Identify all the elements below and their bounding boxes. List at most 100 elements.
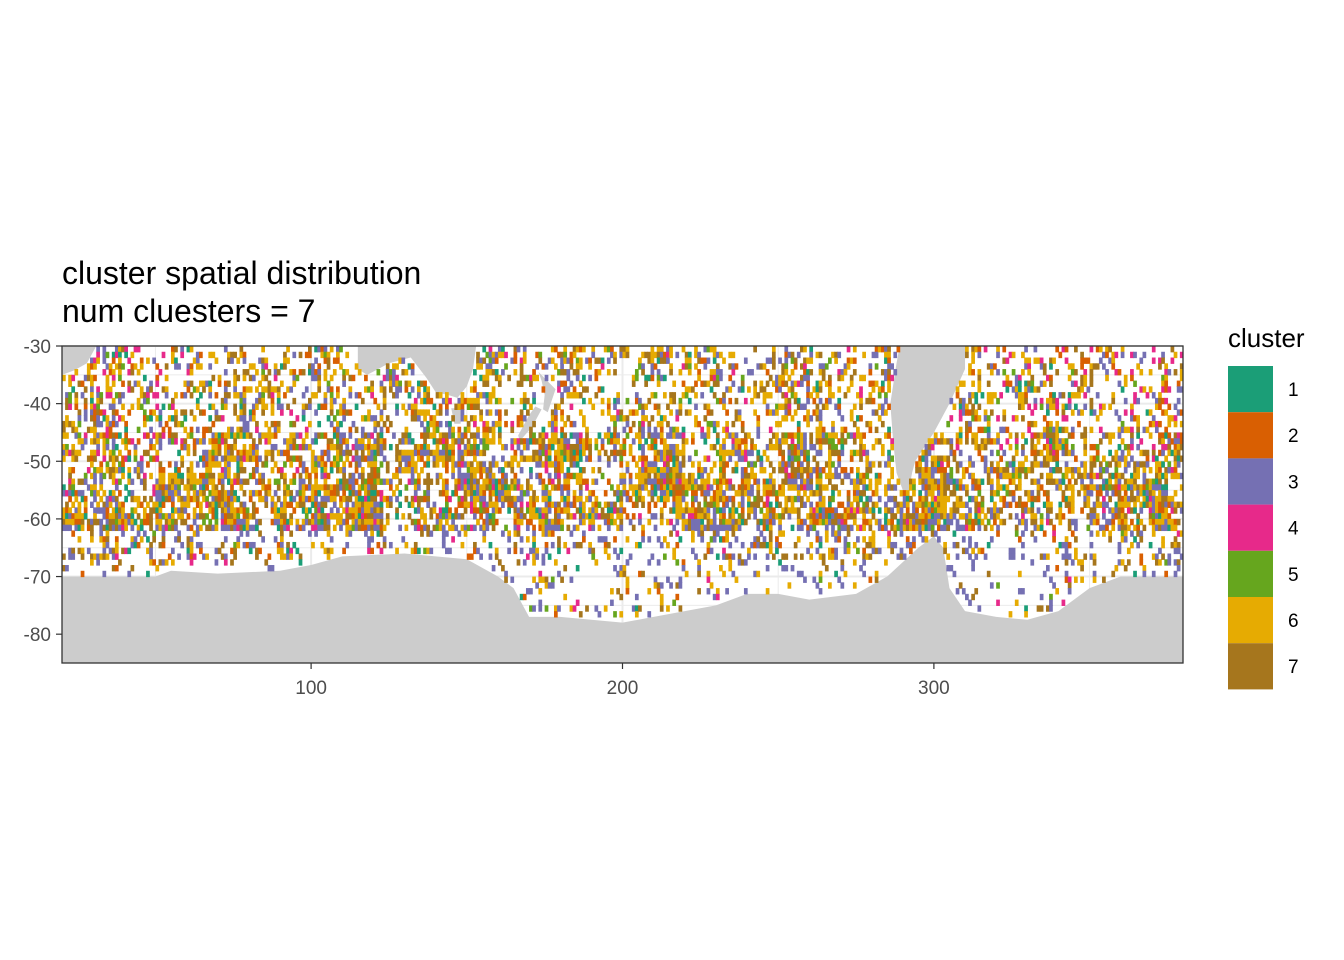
cluster-cell: [784, 409, 789, 416]
cluster-cell: [233, 409, 237, 416]
cluster-cell: [65, 420, 69, 428]
cluster-cell: [921, 501, 926, 508]
cluster-cell: [818, 397, 823, 405]
cluster-cell: [497, 351, 502, 359]
cluster-cell: [691, 507, 695, 514]
cluster-cell: [199, 484, 203, 491]
cluster-cell: [949, 513, 954, 520]
cluster-cell: [93, 490, 97, 497]
cluster-cell: [516, 346, 521, 353]
cluster-cell: [407, 461, 412, 468]
cluster-cell: [799, 403, 804, 410]
cluster-cell: [192, 495, 197, 503]
cluster-cell: [205, 524, 209, 532]
cluster-cell: [307, 472, 312, 480]
cluster-cell: [547, 507, 552, 514]
cluster-cell: [114, 409, 119, 416]
cluster-cell: [600, 357, 605, 364]
cluster-cell: [217, 449, 222, 457]
cluster-cell: [326, 455, 331, 462]
cluster-cell: [560, 576, 564, 583]
cluster-cell: [653, 363, 658, 370]
cluster-cell: [613, 426, 617, 434]
cluster-cell: [158, 501, 163, 508]
cluster-cell: [547, 461, 552, 468]
cluster-cell: [161, 472, 166, 480]
cluster-cell: [775, 536, 779, 543]
cluster-cell: [709, 369, 714, 376]
cluster-cell: [815, 490, 820, 497]
cluster-cell: [289, 461, 294, 468]
cluster-cell: [544, 455, 549, 462]
cluster-cell: [569, 513, 574, 520]
cluster-cell: [535, 513, 540, 520]
cluster-cell: [348, 392, 353, 399]
cluster-cell: [339, 438, 343, 445]
cluster-cell: [485, 513, 490, 520]
cluster-cell: [392, 369, 396, 376]
cluster-cell: [507, 507, 511, 514]
cluster-cell: [781, 415, 786, 422]
cluster-cell: [750, 472, 754, 480]
cluster-cell: [653, 443, 658, 451]
cluster-cell: [68, 524, 72, 532]
cluster-cell: [314, 438, 318, 445]
cluster-cell: [174, 438, 178, 445]
cluster-cell: [180, 495, 185, 503]
cluster-cell: [887, 386, 891, 393]
cluster-cell: [326, 553, 331, 560]
cluster-cell: [557, 467, 561, 474]
cluster-cell: [544, 541, 549, 549]
cluster-cell: [912, 513, 916, 520]
cluster-cell: [706, 426, 711, 434]
cluster-cell: [796, 484, 801, 491]
cluster-cell: [258, 357, 262, 364]
cluster-cell: [354, 467, 359, 474]
cluster-cell: [591, 524, 596, 532]
cluster-cell: [83, 432, 88, 439]
cluster-cell: [192, 443, 197, 451]
cluster-cell: [77, 415, 82, 422]
cluster-cell: [283, 438, 287, 445]
cluster-cell: [332, 426, 337, 434]
cluster-cell: [722, 536, 726, 543]
cluster-cell: [759, 507, 764, 514]
cluster-cell: [837, 518, 842, 526]
cluster-cell: [563, 438, 568, 445]
cluster-cell: [177, 513, 181, 520]
cluster-cell: [799, 449, 804, 457]
cluster-cell: [638, 357, 642, 364]
cluster-cell: [220, 472, 225, 480]
cluster-cell: [307, 495, 312, 503]
cluster-cell: [700, 432, 705, 439]
cluster-cell: [286, 357, 290, 364]
cluster-cell: [513, 357, 518, 364]
cluster-cell: [435, 524, 440, 532]
cluster-cell: [410, 472, 415, 480]
cluster-cell: [158, 490, 163, 497]
cluster-cell: [473, 397, 477, 405]
cluster-cell: [469, 415, 474, 422]
cluster-cell: [821, 403, 826, 410]
cluster-cell: [831, 513, 835, 520]
cluster-cell: [887, 478, 891, 485]
cluster-cell: [862, 559, 866, 566]
cluster-cell: [177, 530, 181, 537]
cluster-cell: [606, 518, 611, 526]
cluster-cell: [469, 478, 474, 485]
cluster-cell: [784, 397, 789, 405]
cluster-cell: [834, 357, 838, 364]
cluster-cell: [569, 357, 574, 364]
cluster-cell: [105, 553, 110, 560]
cluster-cell: [933, 495, 938, 503]
cluster-cell: [426, 530, 431, 537]
cluster-cell: [251, 443, 256, 451]
cluster-cell: [273, 443, 278, 451]
cluster-cell: [628, 553, 633, 560]
cluster-cell: [214, 495, 219, 503]
cluster-cell: [139, 518, 144, 526]
cluster-cell: [768, 530, 773, 537]
cluster-cell: [678, 467, 683, 474]
cluster-cell: [582, 501, 586, 508]
cluster-cell: [236, 455, 241, 462]
